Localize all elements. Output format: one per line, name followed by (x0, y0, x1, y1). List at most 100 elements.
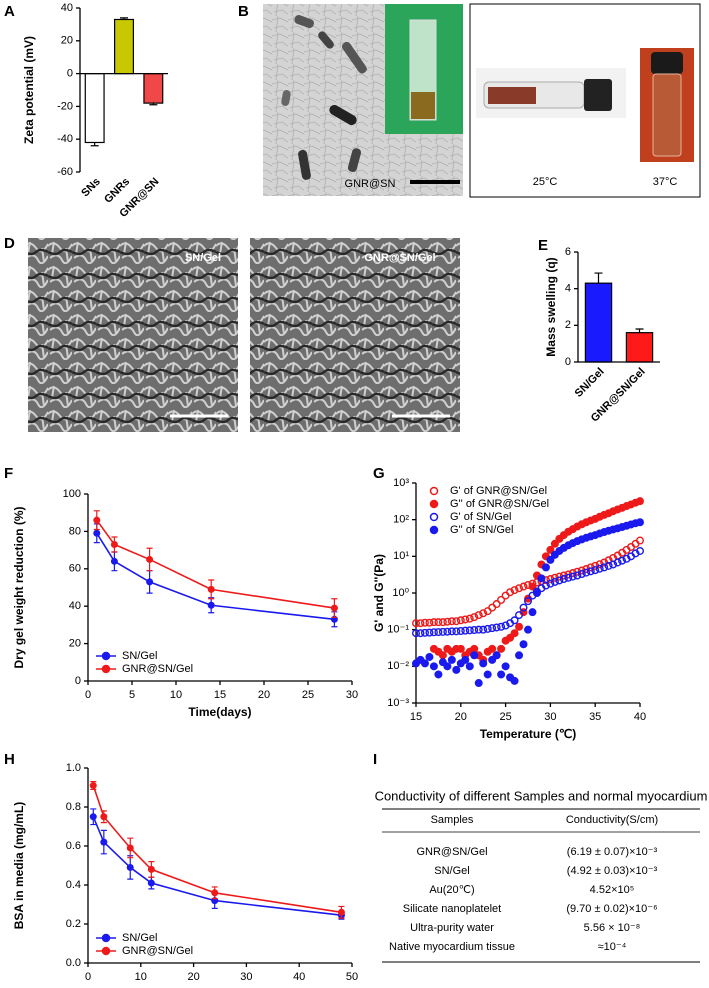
point (474, 611, 483, 620)
point (488, 624, 497, 633)
y-axis-label: Dry gel weight reduction (%) (12, 506, 26, 668)
legend-label: G'' of GNR@SN/Gel (450, 498, 549, 510)
point (456, 616, 465, 625)
marker (147, 879, 155, 887)
point (604, 556, 613, 565)
point (429, 618, 438, 627)
table-cell: Au(20℃) (429, 884, 474, 896)
panel-letter: D (4, 235, 15, 252)
point (434, 618, 443, 627)
marker (330, 604, 338, 612)
panel-letter: F (4, 465, 13, 482)
series-line (96, 532, 335, 621)
y-tick-label: 10² (393, 514, 409, 526)
legend-label: G' of GNR@SN/Gel (450, 485, 547, 497)
temperature-label: 25°C (533, 176, 558, 188)
point (636, 546, 645, 555)
point (546, 545, 555, 554)
panel-letter: G (373, 465, 385, 482)
panel-letter: A (4, 3, 15, 20)
point (501, 591, 510, 600)
x-tick-label: 30 (240, 971, 252, 983)
x-tick-label: 5 (129, 689, 135, 701)
x-axis-label: Time(days) (188, 705, 251, 719)
point (483, 670, 492, 679)
image-label: SN/Gel (185, 252, 221, 264)
point (577, 569, 586, 578)
table-title: Conductivity of different Samples and no… (375, 788, 708, 803)
error-bar (90, 142, 99, 147)
marker (93, 529, 101, 537)
bar (584, 282, 613, 363)
marker (146, 555, 154, 563)
marker (93, 516, 101, 524)
point (412, 629, 421, 638)
point (604, 561, 613, 570)
sem-images: SN/Gel GNR@SN/Gel (28, 238, 460, 432)
x-tick-label: 40 (634, 711, 646, 723)
point (573, 571, 582, 580)
marker (89, 782, 97, 790)
point (470, 625, 479, 634)
point (568, 572, 577, 581)
point (479, 659, 488, 668)
point (438, 618, 447, 627)
image-label: GNR@SN (345, 178, 396, 190)
x-tick-label: SN/Gel (573, 366, 607, 400)
point (420, 659, 429, 668)
y-axis-label: Zeta potential (mV) (22, 36, 36, 144)
legend-label: G'' of SN/Gel (450, 524, 514, 536)
bar (625, 332, 654, 363)
legend-marker (429, 512, 439, 522)
legend-marker (429, 499, 439, 509)
y-tick-label: 2 (565, 319, 571, 331)
point (429, 628, 438, 637)
marker (100, 813, 108, 821)
legend-label: GNR@SN/Gel (122, 663, 193, 675)
error-bar (120, 17, 128, 20)
temperature-label: 37°C (653, 176, 678, 188)
point (456, 644, 465, 653)
y-tick-label: 0 (75, 675, 81, 687)
x-tick-label: 40 (293, 971, 305, 983)
point (515, 611, 524, 620)
y-axis-label: BSA in media (mg/mL) (12, 802, 26, 930)
point (515, 651, 524, 660)
point (636, 536, 645, 545)
table-cell: (6.19 ± 0.07)×10⁻³ (567, 846, 658, 858)
point (425, 628, 434, 637)
y-tick-label: 0.2 (66, 918, 81, 930)
point (492, 651, 501, 660)
point (488, 603, 497, 612)
point (559, 571, 568, 580)
point (488, 644, 497, 653)
point (420, 618, 429, 627)
y-tick-label: 10⁻² (387, 660, 409, 672)
x-tick-label: 10 (135, 971, 147, 983)
y-tick-label: 10¹ (393, 550, 409, 562)
point (497, 595, 506, 604)
point (555, 576, 564, 585)
x-tick-label: 10 (170, 689, 182, 701)
x-tick-label: 0 (85, 971, 91, 983)
point (452, 627, 461, 636)
table-cell: SN/Gel (434, 865, 469, 877)
legend-marker (429, 486, 439, 496)
point (443, 662, 452, 671)
y-tick-label: 0 (565, 356, 571, 368)
point (510, 616, 519, 625)
y-tick-label: 0 (67, 68, 73, 80)
point (510, 586, 519, 595)
point (519, 582, 528, 591)
table-header: Samples (431, 814, 474, 826)
table-cell: (4.92 ± 0.03)×10⁻³ (567, 865, 658, 877)
marker (146, 578, 154, 586)
x-tick-label: 20 (455, 711, 467, 723)
x-axis-label: Temperature (℃) (480, 727, 577, 741)
point (447, 655, 456, 664)
table-cell: 4.52×10⁵ (590, 884, 635, 896)
y-axis-label: G' and G''(Pa) (372, 554, 386, 632)
panel-letter: H (4, 751, 15, 768)
point (559, 575, 568, 584)
y-tick-label: 20 (69, 638, 81, 650)
